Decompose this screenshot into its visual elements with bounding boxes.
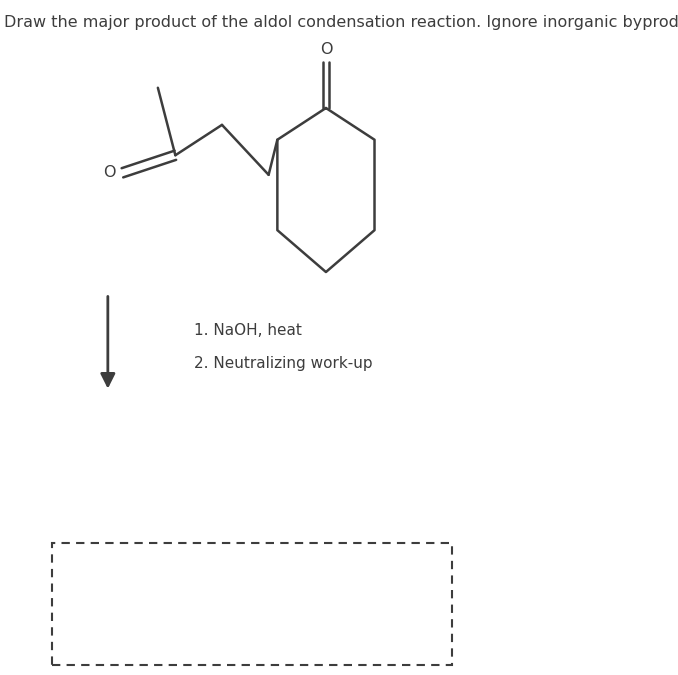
Text: Draw the major product of the aldol condensation reaction. Ignore inorganic bypr: Draw the major product of the aldol cond… [4, 15, 678, 30]
Text: 1. NaOH, heat: 1. NaOH, heat [195, 323, 302, 338]
Text: O: O [320, 42, 332, 57]
Text: O: O [103, 165, 116, 180]
Text: 2. Neutralizing work-up: 2. Neutralizing work-up [195, 356, 373, 371]
Bar [52, 543, 452, 665]
